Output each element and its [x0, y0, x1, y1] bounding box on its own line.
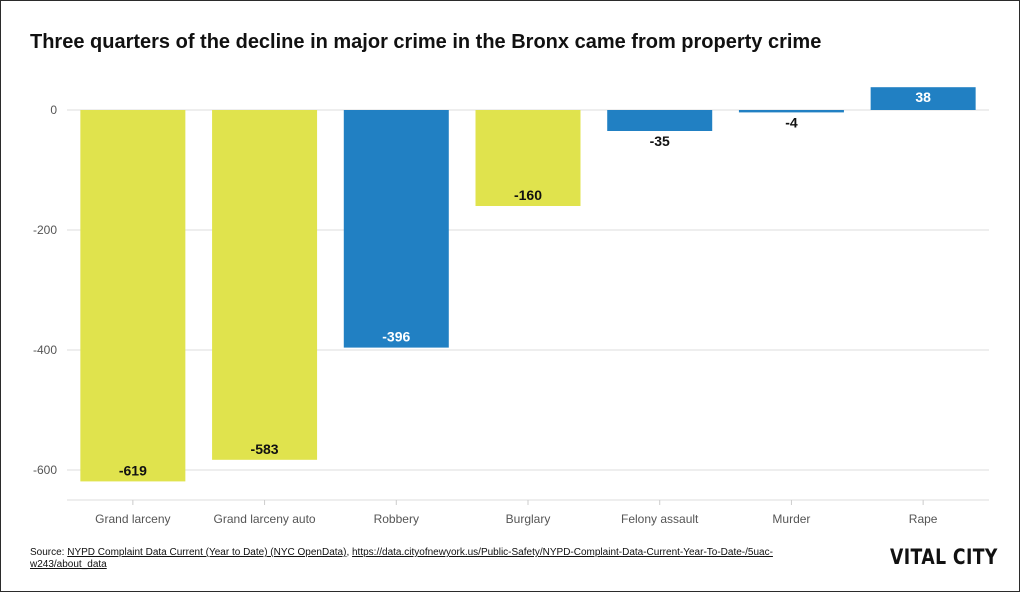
data-label: -619	[119, 462, 147, 478]
source-link-url[interactable]: https://data.cityofnewyork.us/Public-Saf…	[30, 547, 773, 570]
source-separator: ,	[346, 547, 352, 558]
bar-grand-larceny-auto	[212, 110, 318, 460]
bar-felony-assault	[607, 110, 713, 131]
bar-rape	[870, 87, 976, 110]
x-axis-ticks: Grand larceny Grand larceny auto Robbery Bu…	[95, 500, 938, 526]
y-tick-label: -400	[33, 343, 57, 357]
y-tick-label: 0	[50, 103, 57, 117]
bar-robbery	[343, 110, 449, 348]
bar-murder	[738, 110, 844, 113]
x-tick-label: Rape	[909, 512, 938, 526]
data-label: -4	[785, 114, 798, 130]
data-labels: -619 -583 -396 -160 -35 -4 38	[119, 89, 931, 478]
bar-grand-larceny	[80, 110, 186, 482]
source-prefix: Source:	[30, 547, 68, 558]
data-label: -35	[650, 133, 670, 149]
x-tick-label: Murder	[772, 512, 810, 526]
y-tick-label: -200	[33, 223, 57, 237]
x-tick-label: Grand larceny auto	[214, 512, 316, 526]
bar-burglary	[475, 110, 581, 206]
x-tick-label: Burglary	[506, 512, 551, 526]
vital-city-logo: VITAL CITY	[890, 545, 998, 569]
x-tick-label: Felony assault	[621, 512, 699, 526]
data-label: 38	[915, 89, 931, 105]
x-tick-label: Robbery	[374, 512, 419, 526]
source-link-opendata[interactable]: NYPD Complaint Data Current (Year to Dat…	[67, 547, 347, 558]
x-tick-label: Grand larceny	[95, 512, 170, 526]
y-axis-ticks: 0 -200 -400 -600	[33, 103, 57, 477]
data-label: -160	[514, 187, 542, 203]
data-label: -396	[382, 329, 410, 345]
chart-title: Three quarters of the decline in major c…	[30, 31, 822, 53]
bars	[80, 87, 976, 482]
y-tick-label: -600	[33, 463, 57, 477]
source-note: Source: NYPD Complaint Data Current (Yea…	[30, 547, 830, 571]
data-label: -583	[251, 441, 279, 457]
